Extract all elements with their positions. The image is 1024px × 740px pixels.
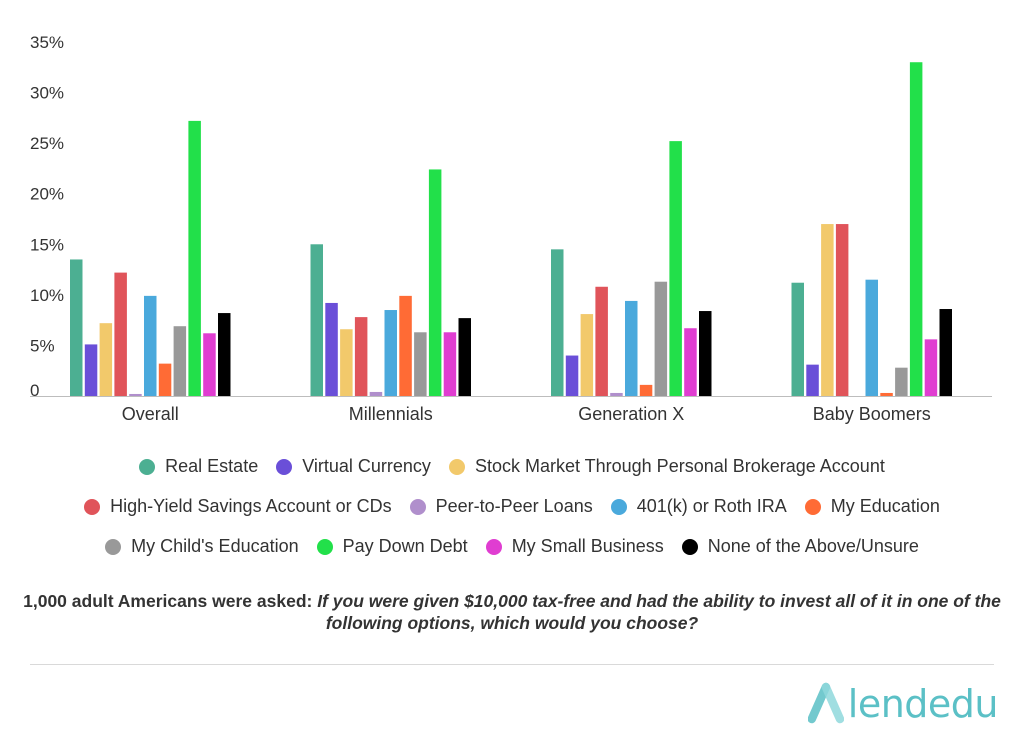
y-tick-label: 35% xyxy=(30,33,64,52)
survey-caption: 1,000 adult Americans were asked: If you… xyxy=(20,590,1004,634)
legend-label: 401(k) or Roth IRA xyxy=(636,496,787,516)
legend-label: My Education xyxy=(830,496,940,516)
bar xyxy=(654,281,668,396)
legend-label: Virtual Currency xyxy=(302,456,431,476)
bar xyxy=(144,295,157,396)
x-tick-label: Baby Boomers xyxy=(813,404,931,424)
bar xyxy=(158,363,172,396)
legend-swatch xyxy=(84,498,101,515)
y-tick-label: 30% xyxy=(30,84,64,103)
legend-swatch xyxy=(681,538,698,555)
legend-row: High-Yield Savings Account or CDs Peer-to… xyxy=(0,496,1024,520)
x-tick-label: Overall xyxy=(122,404,179,424)
legend-swatch xyxy=(276,458,293,475)
bar xyxy=(325,302,338,396)
caption-lead: 1,000 adult Americans were asked: xyxy=(23,591,313,611)
legend-swatch xyxy=(485,538,502,555)
bar xyxy=(384,310,397,396)
bar xyxy=(369,391,383,396)
bar xyxy=(114,272,127,396)
legend-swatch xyxy=(105,538,122,555)
bar xyxy=(865,279,878,396)
legend-swatch xyxy=(448,458,465,475)
legend-row: My Child's Education Pay Down Debt My Smal… xyxy=(0,536,1024,560)
legend-label: Stock Market Through Personal Brokerage … xyxy=(474,456,885,476)
legend-item: My Small Business xyxy=(485,536,664,557)
legend-item: Real Estate xyxy=(139,456,258,477)
caption-question: If you were given $10,000 tax-free and h… xyxy=(317,591,1001,633)
bar xyxy=(669,141,682,396)
legend-label: Real Estate xyxy=(165,456,259,476)
bar xyxy=(625,300,638,396)
bar xyxy=(880,392,893,396)
bar xyxy=(310,244,323,396)
lendedu-logo-icon xyxy=(808,682,844,724)
y-tick-label: 5% xyxy=(30,336,55,355)
bar xyxy=(835,224,849,396)
legend-item: None of the Above/Unsure xyxy=(681,536,919,557)
lendedu-logo: lendedu xyxy=(808,680,999,728)
legend-item: Peer-to-Peer Loans xyxy=(409,496,593,517)
legend-label: None of the Above/Unsure xyxy=(707,536,919,556)
legend-item: Stock Market Through Personal Brokerage … xyxy=(448,456,885,477)
y-tick-label: 20% xyxy=(30,185,64,204)
bar xyxy=(458,318,471,396)
divider xyxy=(30,664,994,665)
bar xyxy=(188,120,201,397)
bar xyxy=(924,339,938,396)
bar xyxy=(610,392,623,396)
bar xyxy=(595,286,608,396)
y-tick-label: 0 xyxy=(30,381,39,400)
legend-label: My Child's Education xyxy=(131,536,299,556)
bar xyxy=(203,333,216,396)
bar xyxy=(428,169,442,396)
legend-swatch xyxy=(610,498,627,515)
bar xyxy=(551,249,564,396)
bar xyxy=(354,317,368,396)
legend-item: 401(k) or Roth IRA xyxy=(610,496,787,517)
bar xyxy=(791,282,804,396)
bar xyxy=(173,326,187,396)
bar xyxy=(821,224,834,396)
bar xyxy=(99,323,113,396)
bar xyxy=(639,384,653,396)
legend-swatch xyxy=(316,538,333,555)
x-tick-label: Millennials xyxy=(349,404,433,424)
x-tick-label: Generation X xyxy=(578,404,684,424)
legend-label: My Small Business xyxy=(511,536,664,556)
bar xyxy=(129,393,142,396)
legend-item: Pay Down Debt xyxy=(316,536,468,557)
bar xyxy=(414,332,427,396)
bar-chart: 0 5% 10% 15% 20% 25% 30% 35% Overall Millennials G… xyxy=(30,33,992,424)
legend-row: Real Estate Virtual Currency Stock Market … xyxy=(0,456,1024,480)
legend-swatch xyxy=(804,498,821,515)
bar xyxy=(684,328,697,396)
legend-label: High-Yield Savings Account or CDs xyxy=(110,496,392,516)
brand-name: lendedu xyxy=(847,682,999,726)
bar xyxy=(84,344,98,396)
bar xyxy=(909,62,923,396)
bar xyxy=(565,355,579,396)
y-tick-label: 25% xyxy=(30,134,64,153)
bar xyxy=(340,329,353,396)
bar xyxy=(939,309,952,396)
legend-swatch xyxy=(409,498,426,515)
bar xyxy=(70,259,83,396)
legend-item: My Education xyxy=(804,496,940,517)
legend-label: Peer-to-Peer Loans xyxy=(435,496,593,516)
bar xyxy=(580,314,594,396)
legend-item: High-Yield Savings Account or CDs xyxy=(84,496,392,517)
bar xyxy=(806,364,819,396)
legend-label: Pay Down Debt xyxy=(342,536,468,556)
bar xyxy=(218,313,231,396)
bar xyxy=(399,295,412,396)
y-tick-label: 10% xyxy=(30,286,64,305)
legend-item: My Child's Education xyxy=(105,536,299,557)
bar xyxy=(895,367,908,396)
y-tick-label: 15% xyxy=(30,235,64,254)
legend-item: Virtual Currency xyxy=(276,456,431,477)
bar xyxy=(699,311,712,396)
legend-swatch xyxy=(139,458,156,475)
bar xyxy=(443,332,457,396)
